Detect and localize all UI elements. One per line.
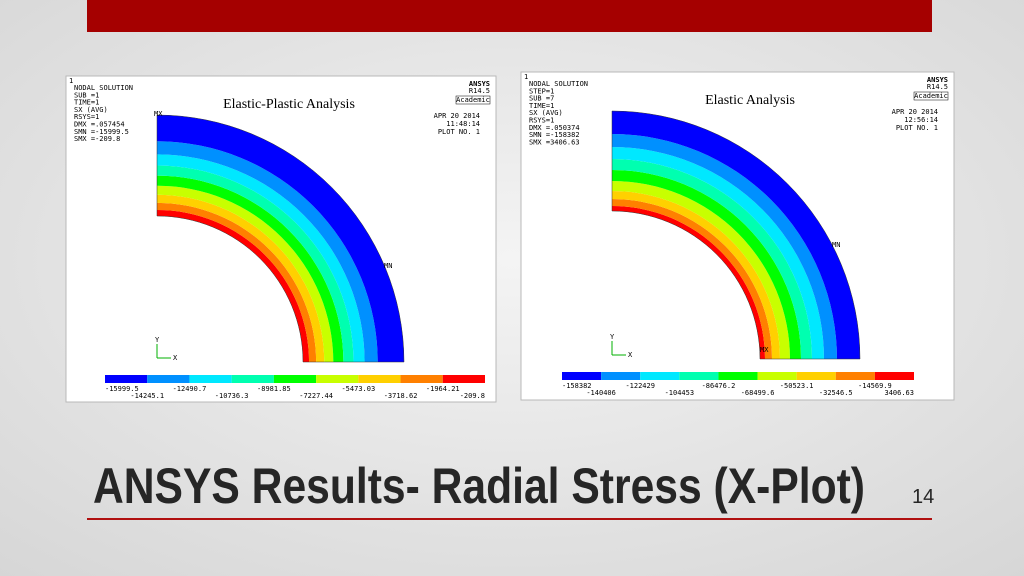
info-line: SX (AVG) — [529, 109, 563, 117]
legend-label: -122429 — [625, 382, 655, 390]
legend-swatch — [601, 372, 641, 380]
legend-swatch — [316, 375, 359, 383]
axis-y: Y — [155, 336, 160, 344]
title-rule — [87, 518, 932, 520]
legend-label: -12490.7 — [173, 385, 207, 393]
legend-label: -15999.5 — [105, 385, 139, 393]
legend-label: -14569.9 — [858, 382, 892, 390]
legend-swatch — [442, 375, 485, 383]
license: Academic — [456, 96, 490, 104]
info-line: SX (AVG) — [74, 106, 108, 114]
legend-label: -5473.03 — [341, 385, 375, 393]
legend-label: -86476.2 — [702, 382, 736, 390]
min-marker: MN — [384, 262, 392, 270]
legend-swatch — [358, 375, 401, 383]
legend-swatch — [835, 372, 875, 380]
plot-number: PLOT NO. 1 — [896, 124, 938, 132]
license-box — [455, 95, 491, 105]
brand: ANSYS — [469, 80, 490, 88]
legend-label: -140406 — [586, 389, 616, 397]
legend-swatch — [273, 375, 317, 383]
contour-band — [157, 115, 404, 362]
legend-swatch — [757, 372, 797, 380]
header-bar — [87, 0, 932, 32]
caption: Elastic Analysis — [705, 93, 795, 108]
window-number: 1 — [524, 73, 528, 81]
legend-swatch — [231, 375, 274, 383]
time: 11:48:14 — [446, 120, 480, 128]
info-line: RSYS=1 — [74, 113, 99, 121]
version: R14.5 — [927, 83, 948, 91]
info-line: RSYS=1 — [529, 117, 554, 125]
license-box — [913, 91, 949, 101]
info-line: NODAL SOLUTION — [74, 84, 133, 92]
contour-band — [612, 170, 801, 359]
max-marker: MX — [760, 346, 769, 354]
contour-band — [612, 147, 824, 359]
legend-swatch — [640, 372, 680, 380]
info-line: SMX =3406.63 — [529, 138, 580, 146]
axis-x: X — [173, 354, 178, 362]
contour-outline — [156, 114, 405, 363]
axis-y: Y — [610, 333, 615, 341]
legend-label: -158382 — [562, 382, 592, 390]
contour-band — [612, 111, 860, 359]
contour-band — [157, 141, 378, 362]
info-line: SUB =1 — [74, 91, 99, 99]
info-line: SMN =-158382 — [529, 131, 580, 139]
legend-label: -104453 — [665, 389, 695, 397]
legend-label: 3406.63 — [884, 389, 914, 397]
legend-label: -50523.1 — [780, 382, 814, 390]
legend-label: -32546.5 — [819, 389, 853, 397]
legend-swatch — [105, 375, 148, 383]
date: APR 20 2014 — [892, 108, 938, 116]
legend-swatch — [679, 372, 719, 380]
caption: Elastic-Plastic Analysis — [223, 97, 355, 112]
license: Academic — [914, 92, 948, 100]
legend-label: -10736.3 — [215, 392, 249, 400]
info-line: SMN =-15999.5 — [74, 128, 129, 136]
info-line: TIME=1 — [529, 102, 554, 110]
info-line: SMX =-209.8 — [74, 135, 120, 143]
page-number: 14 — [912, 486, 934, 508]
contour-band — [612, 134, 837, 359]
info-line: DMX =.050374 — [529, 124, 580, 132]
time: 12:56:14 — [904, 116, 938, 124]
legend-swatch — [796, 372, 836, 380]
contour-outline — [611, 110, 861, 360]
legend-label: -3718.62 — [384, 392, 418, 400]
legend-swatch — [874, 372, 914, 380]
legend-label: -7227.44 — [299, 392, 333, 400]
date: APR 20 2014 — [434, 112, 480, 120]
info-line: SUB =7 — [529, 95, 554, 103]
legend-swatch — [562, 372, 602, 380]
slide-title: ANSYS Results- Radial Stress (X-Plot) — [93, 458, 865, 514]
info-line: NODAL SOLUTION — [529, 80, 588, 88]
legend-swatch — [189, 375, 232, 383]
legend-label: -209.8 — [460, 392, 485, 400]
info-line: STEP=1 — [529, 87, 554, 95]
legend-label: -14245.1 — [130, 392, 164, 400]
info-line: DMX =.057454 — [74, 121, 125, 129]
legend-swatch — [147, 375, 190, 383]
legend-label: -68499.6 — [741, 389, 775, 397]
window-number: 1 — [69, 77, 73, 85]
max-marker: MX — [154, 110, 163, 118]
info-line: TIME=1 — [74, 99, 99, 107]
plot-number: PLOT NO. 1 — [438, 128, 480, 136]
version: R14.5 — [469, 87, 490, 95]
legend-label: -8981.85 — [257, 385, 291, 393]
legend-swatch — [400, 375, 443, 383]
min-marker: MN — [832, 241, 840, 249]
legend-label: -1964.21 — [426, 385, 460, 393]
axis-x: X — [628, 351, 633, 359]
brand: ANSYS — [927, 76, 948, 84]
legend-swatch — [718, 372, 758, 380]
